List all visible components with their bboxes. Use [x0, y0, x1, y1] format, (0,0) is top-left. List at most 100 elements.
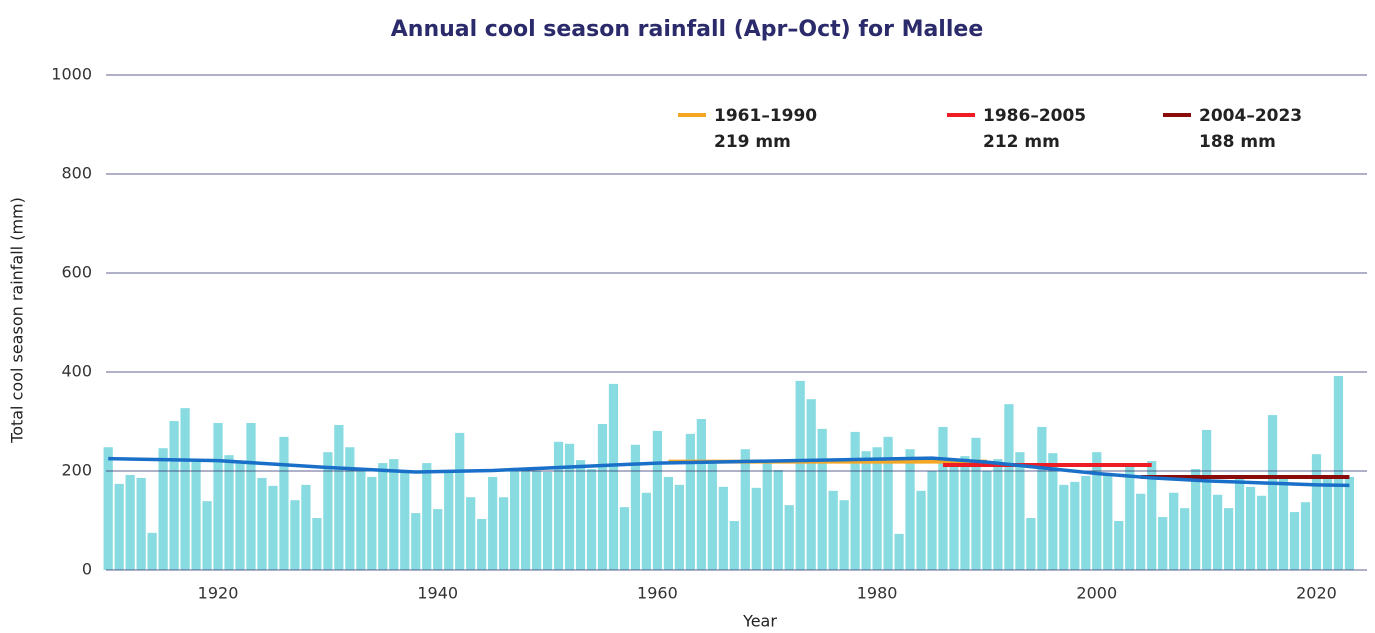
bar [1136, 493, 1146, 570]
bar [510, 471, 520, 570]
bar [290, 500, 300, 570]
bar [499, 497, 509, 570]
bar [553, 441, 564, 570]
bar [488, 476, 498, 570]
bar [1180, 508, 1190, 570]
bar [872, 447, 882, 570]
bar [1147, 461, 1157, 570]
legend-value: 188 mm [1199, 132, 1276, 152]
bar [455, 432, 465, 570]
x-tick-label: 2000 [1076, 584, 1117, 603]
bar [1081, 475, 1091, 570]
bar [136, 477, 146, 570]
bar [905, 449, 915, 570]
bar [268, 485, 278, 570]
bar [971, 437, 981, 570]
bar [817, 428, 827, 570]
bar [301, 484, 311, 570]
bar [323, 452, 333, 570]
bar [520, 468, 531, 570]
bar [685, 433, 695, 570]
bar [784, 505, 794, 570]
bar [312, 518, 322, 570]
bar [191, 460, 201, 570]
bar [1158, 517, 1168, 570]
bar [1234, 475, 1245, 570]
bar [1191, 469, 1201, 570]
bar [1322, 475, 1333, 570]
bar [1070, 481, 1080, 570]
bar [103, 447, 113, 570]
bar [1125, 466, 1135, 570]
bar [1256, 495, 1267, 570]
bar [619, 507, 630, 570]
bar [795, 380, 805, 570]
bar [334, 424, 344, 570]
bar [707, 463, 717, 570]
bar [422, 463, 432, 570]
bar [356, 469, 366, 570]
bar [696, 419, 706, 570]
trend-line [108, 456, 1350, 488]
legend-label: 1986–2005 [983, 106, 1086, 126]
bar [1344, 476, 1355, 570]
bar [1004, 404, 1014, 570]
bar [916, 490, 926, 570]
bar [1245, 486, 1256, 570]
bar [1333, 375, 1344, 570]
bar [1026, 518, 1036, 570]
bar [477, 519, 487, 570]
bar [564, 443, 575, 570]
bar [1278, 476, 1289, 570]
bar [575, 460, 586, 570]
bar [466, 497, 476, 570]
bar [158, 448, 168, 570]
bar [1311, 454, 1322, 570]
bar [949, 459, 959, 570]
bar [861, 451, 871, 570]
bar [1059, 484, 1069, 570]
bar [883, 436, 893, 570]
bar [740, 449, 750, 570]
bar [542, 471, 553, 570]
bar [663, 476, 674, 570]
bar [652, 430, 663, 570]
bar [433, 509, 443, 570]
bar [586, 469, 597, 570]
bar [246, 422, 256, 570]
x-tick-label: 1940 [417, 584, 458, 603]
bar [960, 456, 970, 570]
bar [894, 533, 904, 570]
bar [630, 444, 641, 570]
x-tick-label: 2020 [1296, 584, 1337, 603]
bar [531, 471, 542, 570]
bar [279, 436, 289, 570]
bar [367, 476, 377, 570]
bar [378, 463, 388, 570]
x-axis-label: Year [742, 612, 777, 631]
bar [718, 486, 728, 570]
bar [411, 513, 421, 570]
y-tick-label: 400 [61, 362, 92, 381]
bar [806, 399, 816, 570]
bar [1114, 520, 1124, 570]
bar [257, 477, 267, 570]
bar [993, 459, 1003, 570]
y-tick-label: 0 [82, 560, 92, 579]
bar [729, 520, 739, 570]
y-tick-label: 800 [61, 164, 92, 183]
bar [839, 500, 849, 570]
bar [1300, 502, 1311, 570]
bar [1223, 508, 1234, 570]
bar [224, 455, 234, 570]
bar [202, 501, 212, 570]
bar [938, 426, 948, 570]
bar [180, 408, 190, 570]
bar [597, 423, 608, 570]
y-tick-label: 600 [61, 263, 92, 282]
bar [114, 483, 124, 570]
bar [1289, 512, 1300, 570]
bar [389, 459, 399, 570]
bar [1092, 452, 1102, 570]
